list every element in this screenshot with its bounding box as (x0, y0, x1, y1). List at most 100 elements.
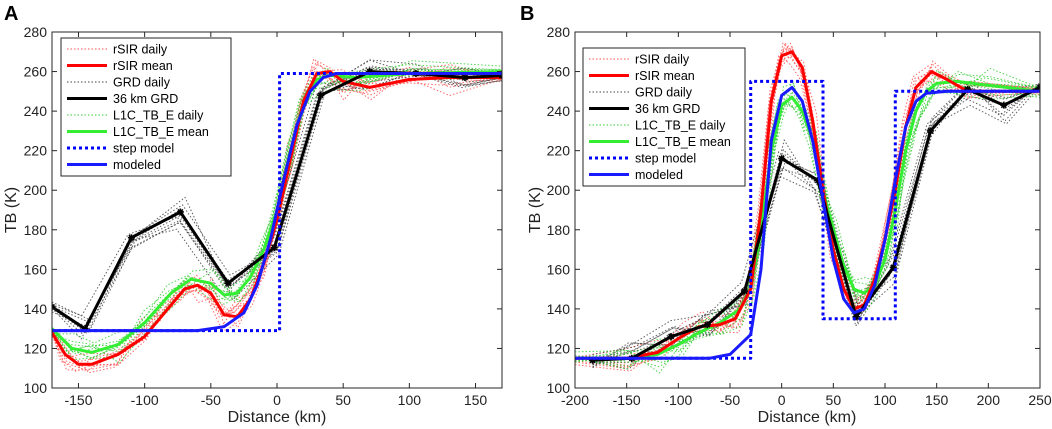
y-tick-label-a: 100 (24, 380, 48, 396)
grd-point-b (703, 321, 711, 329)
y-tick-label-b: 100 (547, 380, 571, 396)
y-tick-label-b: 180 (547, 222, 571, 238)
legend-label-l1c-tb-e-daily-a: L1C_TB_E daily (113, 109, 204, 123)
series-line-modeled-a (52, 72, 502, 333)
grd-point-b (589, 356, 597, 364)
grd-point-a (81, 325, 89, 333)
y-tick-label-a: 180 (24, 222, 48, 238)
grd-point-b (740, 287, 748, 295)
legend-box-b (582, 47, 746, 187)
series-group-b (575, 50, 1040, 364)
x-tick-label-a: -100 (131, 392, 159, 408)
daily-line-rsir-daily-a (52, 57, 502, 374)
grd-point-b (852, 313, 860, 321)
x-tick-label-b: 150 (925, 392, 949, 408)
y-axis-label-a: TB (K) (3, 187, 20, 233)
panel-b: B -200 -150 -100 -50 0 50 100 150 200 250 100 120 14… (520, 3, 1052, 426)
x-tick-label-b: 50 (826, 392, 842, 408)
legend-label-step-model-b: step model (635, 152, 696, 166)
x-tick-label-b: 250 (1028, 392, 1052, 408)
y-tick-label-a: 260 (24, 64, 48, 80)
legend-label-rsir-daily-b: rSIR daily (635, 53, 690, 67)
y-tick-label-a: 200 (24, 182, 48, 198)
grd-point-b (889, 263, 897, 271)
daily-line-rsir-daily-b (575, 41, 1040, 372)
y-tick-label-a: 240 (24, 103, 48, 119)
x-tick-label-a: 0 (273, 392, 281, 408)
daily-line-l1c-tb-e-daily-a (52, 67, 502, 353)
legend-label-rsir-mean-b: rSIR mean (635, 69, 695, 83)
panel-letter-a: A (4, 3, 18, 25)
daily-line-grd-daily-b (592, 84, 1040, 370)
daily-line-l1c-tb-e-daily-a (52, 64, 502, 360)
x-tick-label-a: 50 (335, 392, 351, 408)
daily-line-grd-daily-a (52, 59, 502, 333)
daily-line-grd-daily-a (52, 68, 502, 323)
legend-label-rsir-daily-a: rSIR daily (113, 43, 168, 57)
daily-line-l1c-tb-e-daily-b (575, 73, 1040, 363)
legend-label-l1c-tb-e-mean-b: L1C_TB_E mean (635, 135, 731, 149)
x-tick-label-b: 0 (778, 392, 786, 408)
grd-point-b (814, 176, 822, 184)
y-axis-label-b: TB (K) (527, 187, 544, 233)
legend-b: rSIR daily rSIR mean GRD daily 36 km GRD L1C… (582, 47, 746, 187)
panel-a: A -150 -100 -50 0 50 100 150 100 120 140 160 180 200… (3, 3, 503, 426)
y-tick-label-b: 280 (547, 24, 571, 40)
grd-point-b (964, 85, 972, 93)
grd-point-b (778, 155, 786, 163)
legend-label-rsir-mean-a: rSIR mean (113, 59, 173, 73)
series-group-a (52, 68, 502, 366)
legend-label-l1c-tb-e-daily-b: L1C_TB_E daily (635, 119, 726, 133)
legend-label-grd-daily-a: GRD daily (113, 76, 171, 90)
daily-line-rsir-daily-a (52, 73, 502, 363)
daily-line-grd-daily-b (592, 85, 1040, 355)
grd-point-a (366, 68, 374, 76)
y-tick-label-b: 200 (547, 182, 571, 198)
grd-point-a (270, 244, 278, 252)
x-tick-label-b: 100 (873, 392, 897, 408)
legend-box-a (60, 37, 232, 177)
y-tick-label-b: 240 (547, 103, 571, 119)
y-tick-label-a: 160 (24, 261, 48, 277)
y-tick-label-a: 220 (24, 143, 48, 159)
grd-point-a (317, 91, 325, 99)
legend-a: rSIR daily rSIR mean GRD daily 36 km GRD L1C… (60, 37, 232, 177)
plot-frame-b (574, 31, 1041, 389)
panel-letter-b: B (520, 3, 534, 25)
y-tick-label-b: 120 (547, 340, 571, 356)
daily-line-l1c-tb-e-daily-a (52, 60, 502, 361)
grd-point-a (461, 73, 469, 81)
y-tick-label-b: 140 (547, 301, 571, 317)
y-tick-label-b: 260 (547, 64, 571, 80)
legend-label-36-km-grd-a: 36 km GRD (113, 92, 178, 106)
legend-label-modeled-b: modeled (635, 168, 683, 182)
x-tick-label-a: 150 (464, 392, 488, 408)
ticks-b: -200 -150 -100 -50 0 50 100 150 200 250 100 120 140 1… (547, 24, 1052, 408)
legend-label-step-model-a: step model (113, 142, 174, 156)
x-tick-label-b: 200 (977, 392, 1001, 408)
x-tick-label-b: -200 (561, 392, 589, 408)
x-tick-label-b: -100 (664, 392, 692, 408)
y-tick-label-a: 120 (24, 340, 48, 356)
x-axis-label-a: Distance (km) (228, 409, 327, 426)
y-tick-label-b: 160 (547, 261, 571, 277)
daily-line-grd-daily-a (52, 66, 502, 334)
series-line-modeled-b (575, 85, 1040, 360)
x-tick-label-b: -50 (720, 392, 740, 408)
grd-point-a (127, 234, 135, 242)
x-axis-label-b: Distance (km) (758, 409, 857, 426)
grd-point-b (1000, 101, 1008, 109)
legend-label-l1c-tb-e-mean-a: L1C_TB_E mean (113, 125, 209, 139)
x-tick-label-a: 100 (398, 392, 422, 408)
ticks-a: -150 -100 -50 0 50 100 150 100 120 140 160 180 200 22… (24, 24, 502, 408)
x-tick-label-a: -50 (201, 392, 221, 408)
x-tick-label-b: -150 (613, 392, 641, 408)
grd-point-b (667, 333, 675, 341)
y-tick-label-b: 220 (547, 143, 571, 159)
grd-point-a (224, 279, 232, 287)
legend-label-modeled-a: modeled (113, 158, 161, 172)
daily-line-grd-daily-a (52, 68, 502, 321)
legend-label-36-km-grd-b: 36 km GRD (635, 102, 700, 116)
y-tick-label-a: 280 (24, 24, 48, 40)
